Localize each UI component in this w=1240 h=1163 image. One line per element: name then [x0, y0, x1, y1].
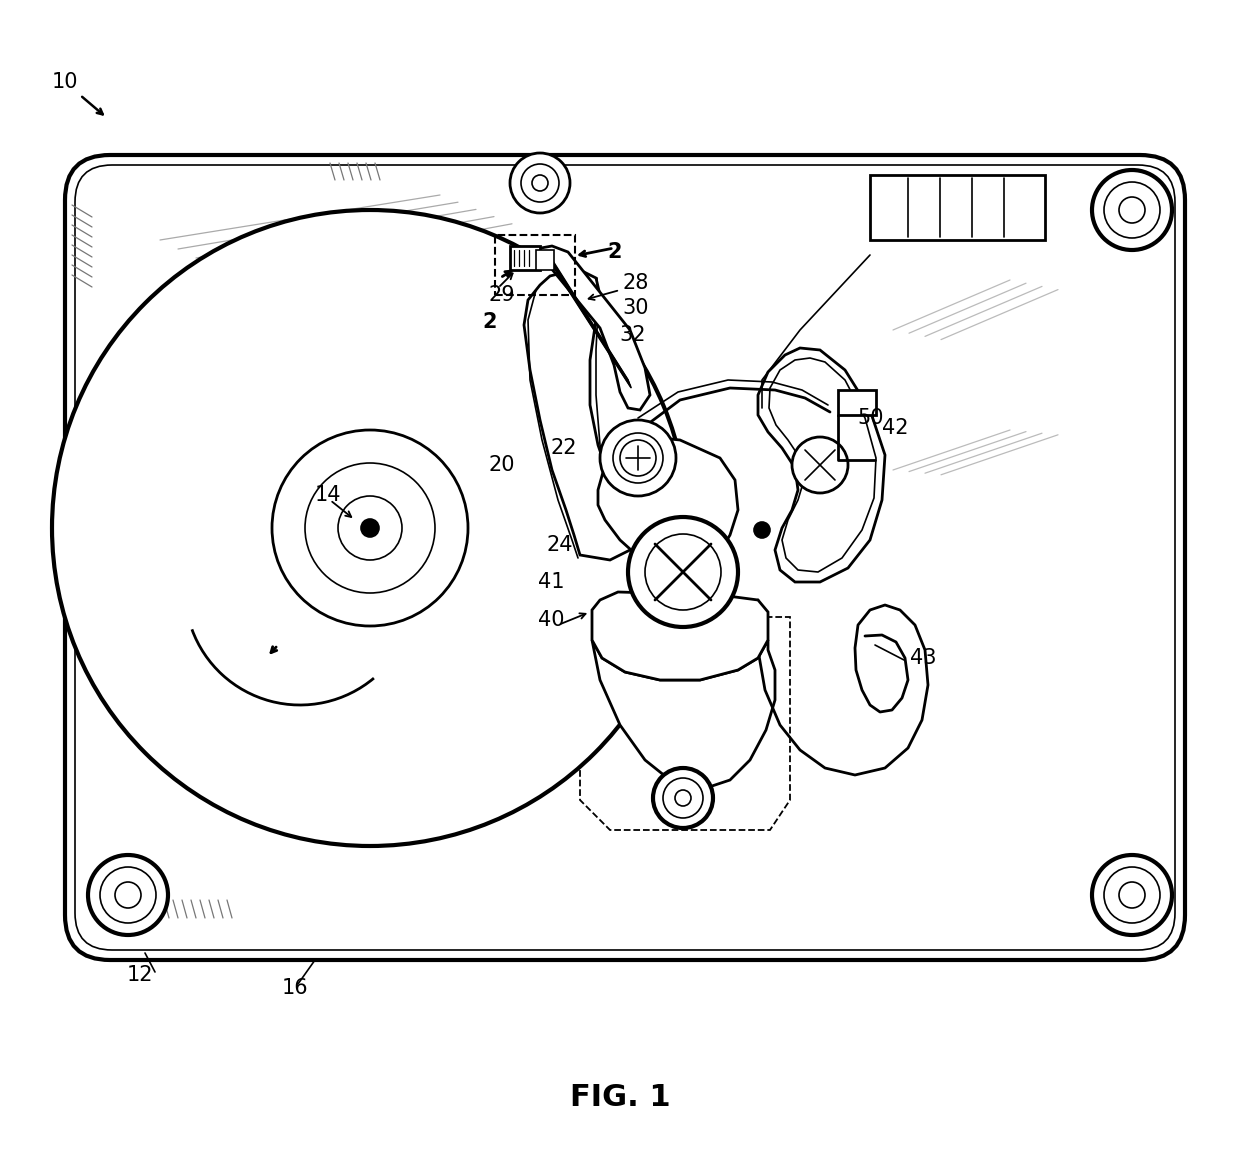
- Circle shape: [653, 768, 713, 828]
- Circle shape: [510, 154, 570, 213]
- Circle shape: [627, 518, 738, 627]
- Polygon shape: [598, 438, 738, 573]
- Text: 12: 12: [126, 965, 154, 985]
- Text: 16: 16: [281, 978, 309, 998]
- Circle shape: [100, 866, 156, 923]
- FancyBboxPatch shape: [64, 155, 1185, 959]
- Circle shape: [361, 519, 379, 537]
- Text: 22: 22: [551, 438, 577, 458]
- Circle shape: [532, 174, 548, 191]
- Bar: [536, 250, 554, 270]
- Circle shape: [792, 437, 848, 493]
- Bar: [495, 235, 575, 295]
- Text: 24: 24: [547, 535, 573, 555]
- Circle shape: [272, 430, 467, 626]
- Text: 2: 2: [482, 312, 496, 331]
- Polygon shape: [591, 592, 768, 680]
- Circle shape: [600, 420, 676, 495]
- Text: 50: 50: [857, 408, 883, 428]
- Circle shape: [1104, 866, 1159, 923]
- Circle shape: [521, 164, 559, 202]
- Circle shape: [1118, 197, 1145, 223]
- Circle shape: [88, 855, 167, 935]
- Text: 32: 32: [619, 324, 646, 345]
- Circle shape: [1118, 882, 1145, 908]
- Text: 30: 30: [622, 298, 649, 317]
- Text: 43: 43: [910, 648, 936, 668]
- Text: 41: 41: [538, 572, 564, 592]
- Circle shape: [115, 882, 141, 908]
- Circle shape: [1092, 855, 1172, 935]
- Text: 2: 2: [608, 242, 621, 262]
- Circle shape: [675, 790, 691, 806]
- Bar: [510, 247, 539, 270]
- Bar: [838, 390, 875, 415]
- Text: 28: 28: [622, 273, 649, 293]
- Text: FIG. 1: FIG. 1: [569, 1084, 671, 1113]
- Polygon shape: [758, 348, 885, 582]
- Circle shape: [52, 211, 688, 846]
- Circle shape: [754, 522, 770, 538]
- Circle shape: [1104, 181, 1159, 238]
- Circle shape: [305, 463, 435, 593]
- Bar: [870, 174, 1045, 240]
- Text: 40: 40: [538, 611, 564, 630]
- Circle shape: [339, 495, 402, 561]
- Circle shape: [620, 440, 656, 476]
- Circle shape: [663, 778, 703, 818]
- Text: 29: 29: [489, 285, 516, 305]
- Circle shape: [1092, 170, 1172, 250]
- Polygon shape: [525, 272, 635, 561]
- Text: 42: 42: [882, 418, 909, 438]
- Polygon shape: [591, 640, 775, 790]
- Text: 14: 14: [315, 485, 341, 505]
- Circle shape: [613, 433, 663, 483]
- Circle shape: [645, 534, 720, 611]
- Polygon shape: [525, 247, 650, 411]
- Text: 10: 10: [52, 72, 78, 92]
- Text: 20: 20: [489, 455, 515, 475]
